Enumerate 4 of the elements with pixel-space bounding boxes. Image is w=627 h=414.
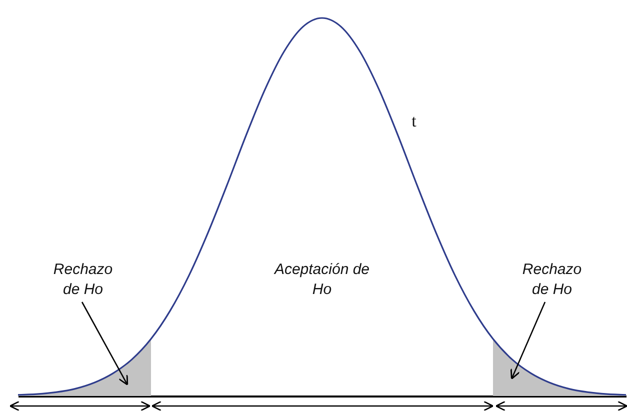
annotation: Rechazo de Ho [521, 260, 583, 300]
annotation: Aceptación de Ho [272, 260, 371, 300]
series-label: t [412, 112, 417, 131]
annotation: Rechazo de Ho [52, 260, 114, 300]
